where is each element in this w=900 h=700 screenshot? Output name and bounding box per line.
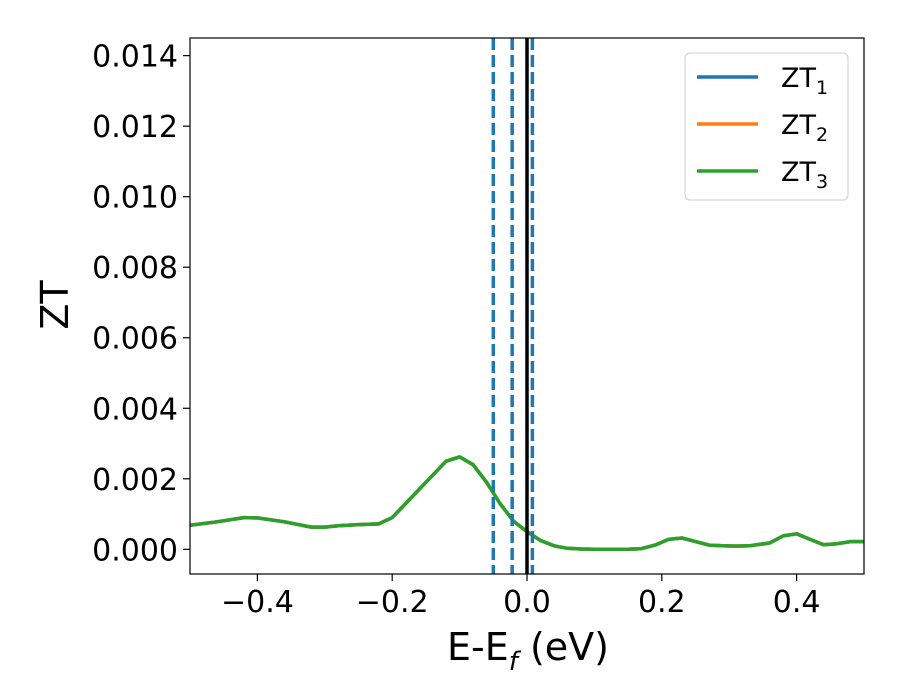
x-tick-label: 0.0 [503, 585, 551, 620]
x-tick-label: −0.4 [221, 585, 294, 620]
x-tick-label: 0.2 [638, 585, 686, 620]
y-tick-label: 0.008 [92, 251, 178, 286]
legend-label-3: ZT3 [781, 157, 828, 193]
series-line-3 [190, 455, 864, 552]
y-axis-label: ZT [33, 280, 77, 330]
x-axis-ticks: −0.4 −0.2 0.0 0.2 0.4 [221, 574, 820, 620]
y-tick-label: 0.004 [92, 392, 178, 427]
vertical-lines [491, 38, 535, 574]
y-axis-ticks: 0.000 0.002 0.004 0.006 0.008 0.010 0.012 0.014 [92, 40, 190, 568]
legend-label-2: ZT2 [781, 110, 828, 146]
legend-box [684, 52, 849, 201]
legend-label-1: ZT1 [781, 63, 828, 99]
x-axis-label: E-Ef (eV) [447, 625, 609, 677]
x-tick-label: −0.2 [356, 585, 429, 620]
x-tick-label: 0.4 [773, 585, 821, 620]
x-axis-label-suffix: (eV) [518, 625, 609, 669]
plot-area [190, 455, 864, 552]
x-axis-label-main: E-E [447, 625, 509, 669]
y-tick-label: 0.012 [92, 110, 178, 145]
y-tick-label: 0.002 [92, 463, 178, 498]
legend: ZT1 ZT2 ZT3 [684, 52, 849, 201]
y-tick-label: 0.014 [92, 40, 178, 75]
y-tick-label: 0.010 [92, 181, 178, 216]
y-tick-label: 0.006 [92, 322, 178, 357]
y-tick-label: 0.000 [92, 533, 178, 568]
